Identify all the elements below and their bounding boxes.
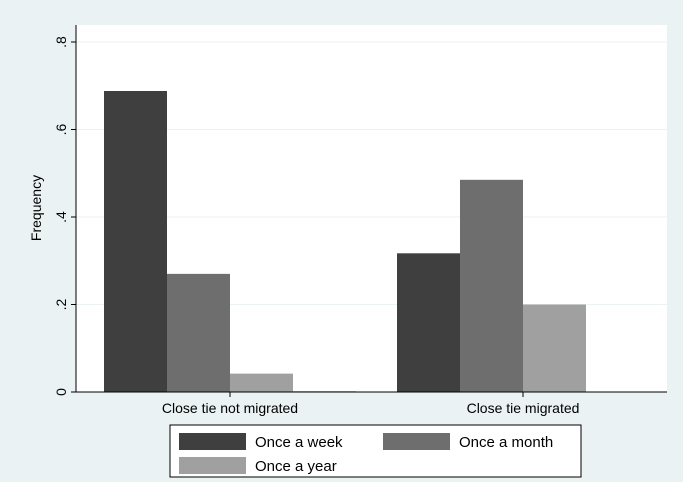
legend-label-once-a-week: Once a week <box>255 434 343 451</box>
bars <box>104 91 586 393</box>
bar-once-a-week-1 <box>104 91 167 392</box>
y-tick-label: .8 <box>53 36 69 48</box>
y-tick-label: .4 <box>53 211 69 223</box>
legend-label-once-a-month: Once a month <box>459 434 553 451</box>
legend-label-once-a-year: Once a year <box>255 458 337 475</box>
x-tick-label: Close tie migrated <box>467 400 580 416</box>
y-axis-title: Frequency <box>28 175 44 241</box>
y-tick-label: 0 <box>53 388 69 396</box>
bar-once-a-week-2 <box>397 253 460 392</box>
legend: Once a week Once a month Once a year <box>169 424 582 478</box>
y-ticks: 0 .2 .4 .6 .8 <box>53 36 76 396</box>
bar-once-a-month-2 <box>460 179 523 392</box>
x-tick-label: Close tie not migrated <box>162 400 298 416</box>
bar-once-a-year-2 <box>523 304 586 392</box>
bar-once-a-month-1 <box>167 273 230 392</box>
y-tick-label: .2 <box>53 298 69 310</box>
legend-swatch-once-a-year <box>179 457 246 474</box>
y-tick-label: .6 <box>53 123 69 135</box>
legend-swatch-once-a-week <box>179 433 246 450</box>
bar-once-a-year-1 <box>230 373 293 392</box>
legend-swatch-once-a-month <box>383 433 450 450</box>
x-ticks: Close tie not migrated Close tie migrated <box>162 392 580 416</box>
